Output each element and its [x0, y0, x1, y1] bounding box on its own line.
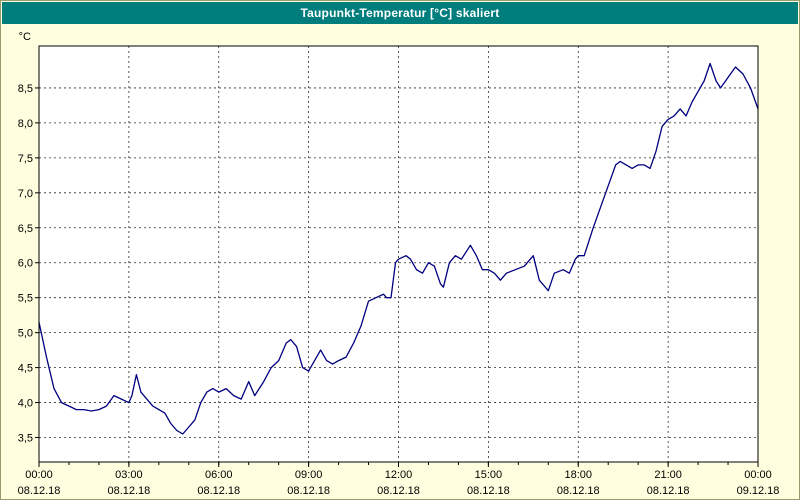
y-tick-label: 4,0: [18, 398, 33, 410]
plot-wrap: 3,5 4,0 4,5 5,0 5,5 6,0 6,5 7,0 7,5 8,0 8,5 00:00 08…: [1, 25, 799, 499]
y-tick-label: 7,0: [18, 188, 33, 200]
x-date-label: 08.12.18: [107, 485, 150, 497]
y-tick-label: 4,5: [18, 363, 33, 375]
y-axis-unit: °C: [19, 31, 31, 43]
x-date-label: 08.12.18: [197, 485, 240, 497]
dewpoint-series-line: [38, 62, 759, 435]
x-time-label: 12:00: [385, 469, 413, 481]
x-time-label: 00:00: [25, 469, 53, 481]
y-tick-label: 5,5: [18, 293, 33, 305]
dewpoint-chart: 3,5 4,0 4,5 5,0 5,5 6,0 6,5 7,0 7,5 8,0 8,5 00:00 08…: [18, 31, 780, 497]
x-time-label: 21:00: [654, 469, 682, 481]
y-tick-label: 8,0: [18, 118, 33, 130]
x-date-label: 09.12.18: [737, 485, 780, 497]
series-layer: [38, 62, 759, 435]
x-time-label: 18:00: [564, 469, 592, 481]
x-time-label: 15:00: [475, 469, 503, 481]
y-tick-label: 6,5: [18, 223, 33, 235]
plot-border: [38, 45, 759, 463]
x-time-label: 06:00: [205, 469, 233, 481]
x-time-label: 03:00: [115, 469, 143, 481]
x-time-label: 09:00: [295, 469, 323, 481]
x-date-label: 08.12.18: [287, 485, 330, 497]
y-tick-label: 8,5: [18, 83, 33, 95]
x-date-label: 08.12.18: [647, 485, 690, 497]
y-tick-label: 6,0: [18, 258, 33, 270]
x-time-label: 00:00: [744, 469, 772, 481]
y-tick-label: 5,0: [18, 328, 33, 340]
label-layer: 3,5 4,0 4,5 5,0 5,5 6,0 6,5 7,0 7,5 8,0 8,5 00:00 08…: [18, 31, 780, 497]
x-date-label: 08.12.18: [18, 485, 61, 497]
x-date-label: 08.12.18: [377, 485, 420, 497]
axis-layer: [35, 45, 759, 467]
window-title: Taupunkt-Temperatur [°C] skaliert: [2, 2, 798, 24]
y-tick-label: 3,5: [18, 433, 33, 445]
x-date-label: 08.12.18: [557, 485, 600, 497]
x-date-label: 08.12.18: [467, 485, 510, 497]
y-tick-label: 7,5: [18, 153, 33, 165]
